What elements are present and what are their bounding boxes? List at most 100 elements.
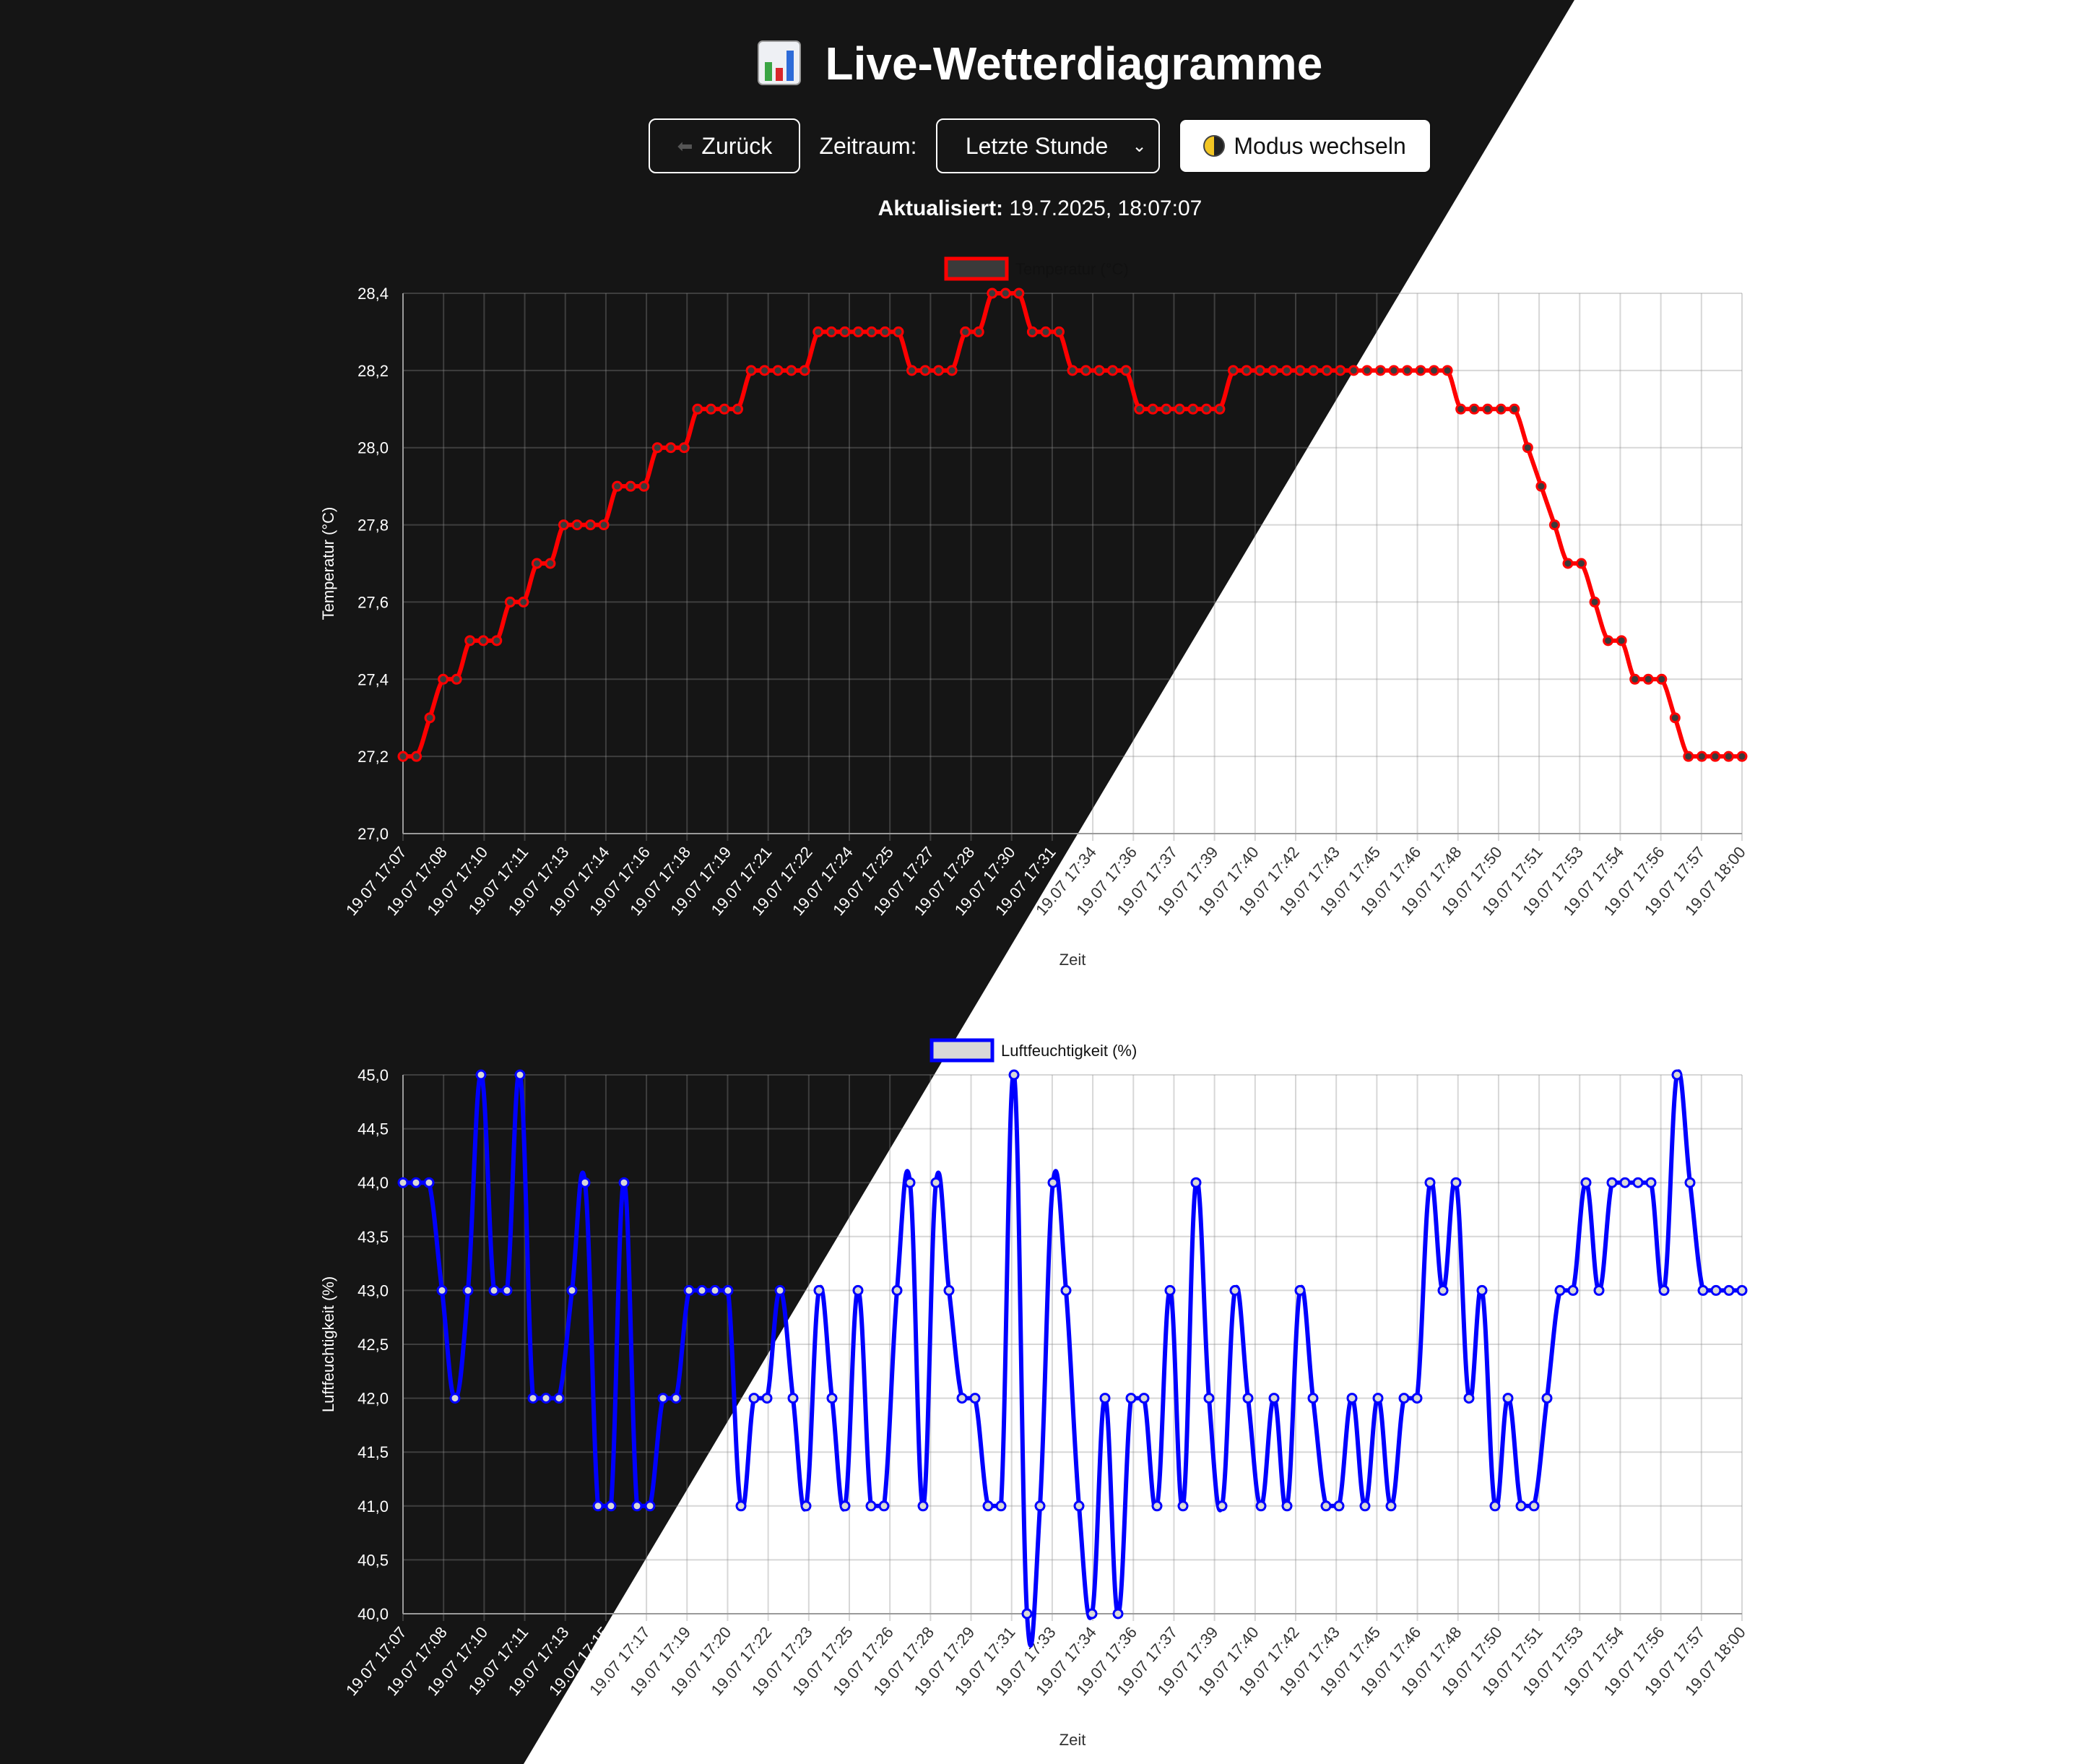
data-point[interactable] xyxy=(1047,1177,1059,1188)
data-point[interactable] xyxy=(1227,365,1239,376)
data-point[interactable] xyxy=(1164,1284,1176,1296)
data-point[interactable] xyxy=(906,365,918,376)
data-point[interactable] xyxy=(1346,1393,1358,1404)
data-point[interactable] xyxy=(1736,1284,1748,1296)
data-point[interactable] xyxy=(1528,1500,1540,1512)
data-point[interactable] xyxy=(696,1284,708,1296)
data-point[interactable] xyxy=(995,1500,1007,1512)
data-point[interactable] xyxy=(1515,1500,1527,1512)
data-point[interactable] xyxy=(1112,1608,1124,1620)
data-point[interactable] xyxy=(491,635,503,647)
data-point[interactable] xyxy=(1053,326,1065,337)
data-point[interactable] xyxy=(1320,1500,1332,1512)
data-point[interactable] xyxy=(612,480,623,492)
data-point[interactable] xyxy=(1580,1177,1592,1188)
data-point[interactable] xyxy=(1060,1284,1072,1296)
data-point[interactable] xyxy=(969,1393,981,1404)
data-point[interactable] xyxy=(464,635,476,647)
data-point[interactable] xyxy=(1254,365,1266,376)
data-point[interactable] xyxy=(1359,1500,1371,1512)
data-point[interactable] xyxy=(1548,519,1560,531)
data-point[interactable] xyxy=(1374,365,1386,376)
data-point[interactable] xyxy=(527,1393,539,1404)
data-point[interactable] xyxy=(904,1177,916,1188)
data-point[interactable] xyxy=(987,287,998,299)
data-point[interactable] xyxy=(1671,1069,1683,1081)
data-point[interactable] xyxy=(919,365,931,376)
data-point[interactable] xyxy=(477,635,489,647)
data-point[interactable] xyxy=(1468,403,1480,415)
data-point[interactable] xyxy=(1203,1393,1215,1404)
data-point[interactable] xyxy=(1442,365,1453,376)
data-point[interactable] xyxy=(1522,442,1533,454)
data-point[interactable] xyxy=(1268,1393,1280,1404)
data-point[interactable] xyxy=(1476,1284,1488,1296)
data-point[interactable] xyxy=(1099,1393,1111,1404)
data-point[interactable] xyxy=(678,442,690,454)
data-point[interactable] xyxy=(1308,365,1320,376)
data-point[interactable] xyxy=(745,365,757,376)
mode-toggle-button[interactable]: Modus wechseln xyxy=(1178,118,1431,173)
data-point[interactable] xyxy=(960,326,971,337)
data-point[interactable] xyxy=(735,1500,747,1512)
data-point[interactable] xyxy=(973,326,984,337)
data-point[interactable] xyxy=(709,1284,721,1296)
data-point[interactable] xyxy=(1415,365,1426,376)
data-point[interactable] xyxy=(553,1393,565,1404)
data-point[interactable] xyxy=(488,1284,500,1296)
data-point[interactable] xyxy=(1200,403,1212,415)
data-point[interactable] xyxy=(1463,1393,1475,1404)
data-point[interactable] xyxy=(592,1500,604,1512)
data-point[interactable] xyxy=(451,673,462,685)
data-point[interactable] xyxy=(956,1393,968,1404)
data-point[interactable] xyxy=(879,326,890,337)
data-point[interactable] xyxy=(1645,1177,1657,1188)
data-point[interactable] xyxy=(812,326,824,337)
data-point[interactable] xyxy=(631,1500,643,1512)
data-point[interactable] xyxy=(774,1284,786,1296)
data-point[interactable] xyxy=(436,1284,448,1296)
data-point[interactable] xyxy=(598,519,610,531)
data-point[interactable] xyxy=(1161,403,1172,415)
data-point[interactable] xyxy=(839,326,851,337)
data-point[interactable] xyxy=(651,442,663,454)
data-point[interactable] xyxy=(558,519,569,531)
data-point[interactable] xyxy=(1120,365,1132,376)
data-point[interactable] xyxy=(1554,1284,1566,1296)
data-point[interactable] xyxy=(1242,1393,1254,1404)
data-point[interactable] xyxy=(462,1284,474,1296)
data-point[interactable] xyxy=(1177,1500,1189,1512)
data-point[interactable] xyxy=(852,1284,864,1296)
data-point[interactable] xyxy=(683,1284,695,1296)
data-point[interactable] xyxy=(504,596,516,608)
data-point[interactable] xyxy=(514,1069,526,1081)
data-point[interactable] xyxy=(618,1177,630,1188)
data-point[interactable] xyxy=(1388,365,1400,376)
data-point[interactable] xyxy=(1642,673,1654,685)
data-point[interactable] xyxy=(1335,365,1346,376)
data-point[interactable] xyxy=(1697,1284,1709,1296)
data-point[interactable] xyxy=(1723,1284,1735,1296)
data-point[interactable] xyxy=(772,365,784,376)
data-point[interactable] xyxy=(1429,365,1440,376)
data-point[interactable] xyxy=(787,1393,799,1404)
data-point[interactable] xyxy=(1086,1608,1098,1620)
data-point[interactable] xyxy=(1348,365,1359,376)
data-point[interactable] xyxy=(1216,1500,1228,1512)
data-point[interactable] xyxy=(1067,365,1078,376)
data-point[interactable] xyxy=(826,326,837,337)
data-point[interactable] xyxy=(1307,1393,1319,1404)
data-point[interactable] xyxy=(1241,365,1252,376)
data-point[interactable] xyxy=(799,365,810,376)
data-point[interactable] xyxy=(786,365,797,376)
data-point[interactable] xyxy=(813,1284,825,1296)
data-point[interactable] xyxy=(625,480,636,492)
data-point[interactable] xyxy=(1683,751,1694,762)
data-point[interactable] xyxy=(722,1284,734,1296)
data-point[interactable] xyxy=(1616,635,1627,647)
data-point[interactable] xyxy=(1562,558,1574,569)
data-point[interactable] xyxy=(1372,1393,1384,1404)
data-point[interactable] xyxy=(1535,480,1547,492)
data-point[interactable] xyxy=(1333,1500,1345,1512)
data-point[interactable] xyxy=(1190,1177,1202,1188)
